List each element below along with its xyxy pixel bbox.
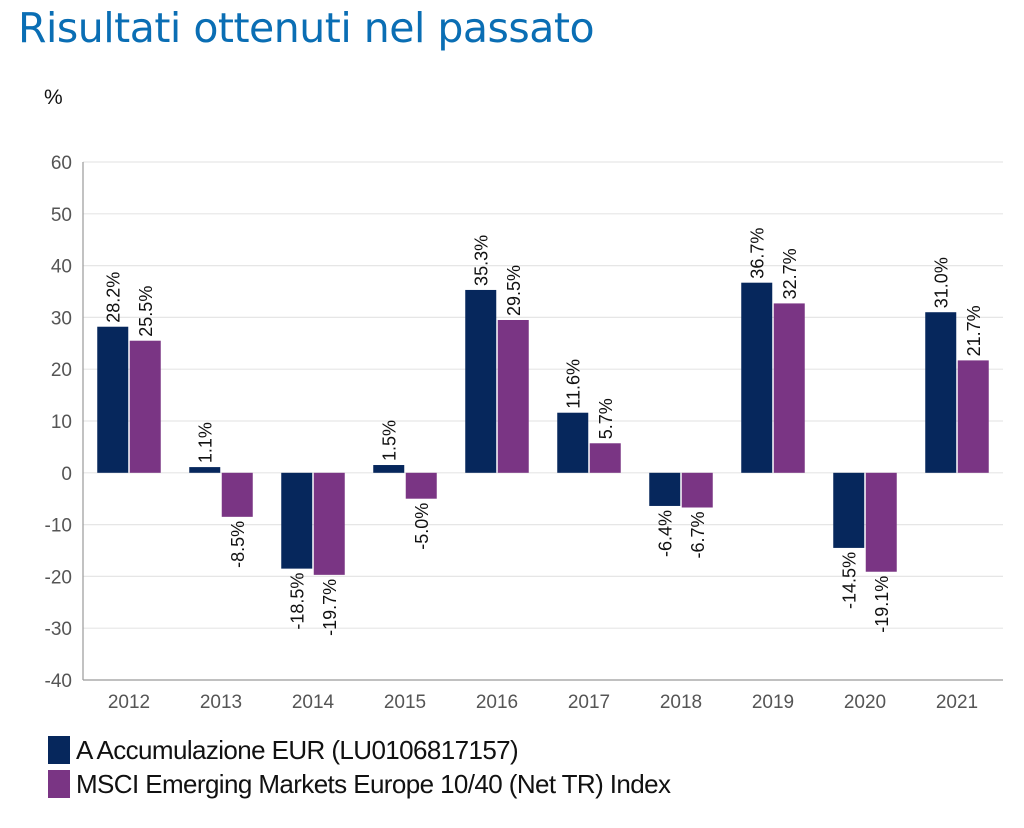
- bar-index: [681, 472, 713, 508]
- legend-swatch-fund: [48, 736, 70, 764]
- bar-index: [497, 319, 529, 473]
- bar-fund: [189, 467, 221, 473]
- data-label: 5.7%: [596, 398, 616, 439]
- y-axis-ticks: 60 50 40 30 20 10 0 -10 -20 -30 -40: [45, 153, 72, 692]
- bar-fund: [373, 465, 405, 473]
- data-label: -8.5%: [228, 521, 248, 568]
- data-label: -6.4%: [656, 510, 676, 557]
- y-tick-label: 60: [51, 153, 72, 174]
- x-tick-label: 2012: [108, 692, 150, 713]
- y-axis-unit-label: %: [44, 86, 63, 109]
- bar-index: [221, 472, 253, 517]
- data-label: 28.2%: [104, 272, 124, 323]
- data-label: 1.1%: [196, 422, 216, 463]
- x-tick-label: 2014: [292, 692, 335, 713]
- x-tick-label: 2017: [568, 692, 610, 713]
- data-label: 29.5%: [504, 265, 524, 316]
- y-tick-label: -20: [45, 567, 72, 588]
- bar-index: [589, 443, 621, 473]
- legend: A Accumulazione EUR (LU0106817157) MSCI …: [48, 733, 671, 801]
- data-label: 25.5%: [136, 286, 156, 337]
- data-label: 32.7%: [780, 248, 800, 299]
- bar-index: [405, 472, 437, 499]
- bars: [97, 282, 989, 575]
- axes: [82, 162, 1003, 681]
- bar-fund: [281, 472, 313, 569]
- data-label: 11.6%: [564, 359, 584, 409]
- data-label: -6.7%: [688, 512, 708, 559]
- data-label: 36.7%: [748, 228, 768, 279]
- y-tick-label: 0: [61, 464, 72, 485]
- bar-index: [313, 472, 345, 575]
- x-tick-label: 2013: [200, 692, 242, 713]
- bar-fund: [649, 472, 681, 506]
- bar-fund: [557, 412, 589, 473]
- y-tick-label: 20: [51, 360, 72, 381]
- data-label: 21.7%: [964, 305, 984, 356]
- x-tick-label: 2019: [752, 692, 794, 713]
- bar-index: [773, 303, 805, 473]
- legend-item-fund[interactable]: A Accumulazione EUR (LU0106817157): [48, 733, 670, 767]
- bar-fund: [833, 472, 865, 548]
- data-label: -19.1%: [872, 576, 892, 633]
- bar-index: [865, 472, 897, 572]
- legend-swatch-index: [48, 770, 70, 798]
- bar-index: [129, 340, 161, 473]
- legend-item-index[interactable]: MSCI Emerging Markets Europe 10/40 (Net …: [48, 767, 671, 801]
- y-tick-label: -10: [45, 516, 72, 537]
- x-tick-label: 2020: [844, 692, 886, 713]
- data-labels: 28.2% 25.5% 1.1% -8.5% -18.5% -19.7% 1.5% -5.0%…: [104, 228, 985, 636]
- x-tick-label: 2021: [936, 692, 978, 713]
- y-tick-label: 50: [51, 205, 72, 226]
- x-tick-label: 2016: [476, 692, 518, 713]
- chart-title: Risultati ottenuti nel passato: [18, 4, 595, 52]
- y-tick-label: -40: [45, 671, 72, 692]
- bar-fund: [925, 312, 957, 473]
- data-label: 1.5%: [380, 420, 400, 461]
- bar-fund: [97, 326, 129, 473]
- bar-fund: [741, 282, 773, 473]
- bar-fund: [465, 289, 497, 473]
- y-tick-label: 10: [51, 412, 72, 433]
- x-tick-label: 2018: [660, 692, 702, 713]
- gridlines: [83, 161, 1003, 629]
- data-label: -14.5%: [840, 552, 860, 609]
- y-tick-label: 30: [51, 308, 72, 329]
- x-axis-ticks: 2012 2013 2014 2015 2016 2017 2018 2019 2020 2021: [108, 692, 978, 713]
- legend-label-index: MSCI Emerging Markets Europe 10/40 (Net …: [76, 768, 671, 799]
- legend-label-fund: A Accumulazione EUR (LU0106817157): [76, 734, 519, 765]
- data-label: -5.0%: [412, 503, 432, 550]
- y-tick-label: 40: [51, 257, 72, 278]
- y-tick-label: -30: [45, 619, 72, 640]
- data-label: 31.0%: [932, 257, 952, 308]
- data-label: -19.7%: [320, 579, 340, 636]
- data-label: -18.5%: [288, 573, 308, 630]
- bar-index: [957, 360, 989, 473]
- x-tick-label: 2015: [384, 692, 426, 713]
- data-label: 35.3%: [472, 235, 492, 286]
